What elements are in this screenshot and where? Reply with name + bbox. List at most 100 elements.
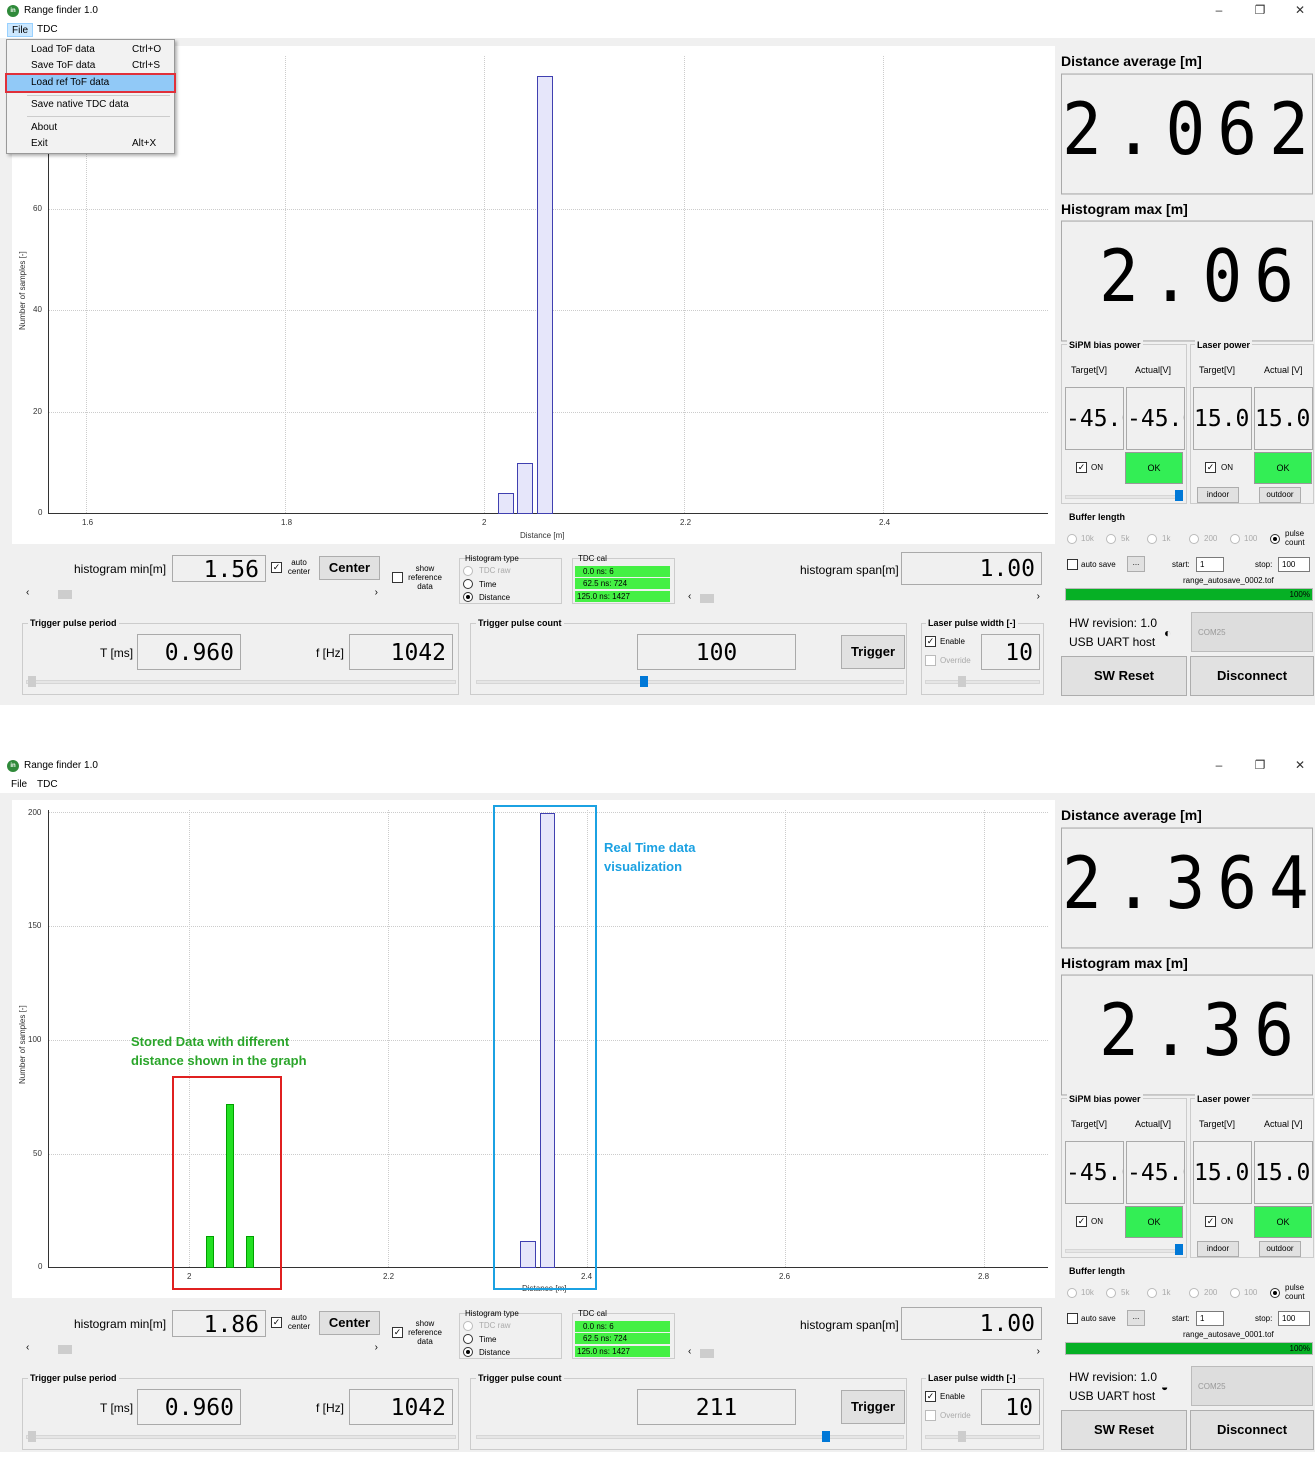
buffer-100-radio[interactable] [1230, 1288, 1240, 1298]
hist-min-display[interactable]: 1.56 [172, 555, 266, 582]
trigger-button[interactable]: Trigger [841, 1390, 905, 1424]
buffer-5k-radio[interactable] [1106, 534, 1116, 544]
buffer-200-radio[interactable] [1189, 534, 1199, 544]
hist-span-display[interactable]: 1.00 [901, 552, 1042, 585]
auto-center-checkbox[interactable]: ✓ [271, 1317, 282, 1328]
distance-radio[interactable] [463, 1347, 473, 1357]
tdc-raw-radio[interactable] [463, 566, 473, 576]
buffer-pulse-count-radio[interactable] [1270, 534, 1280, 544]
laser-width-slider[interactable] [925, 680, 1040, 684]
time-radio[interactable] [463, 579, 473, 589]
override-checkbox[interactable] [925, 655, 936, 666]
enable-checkbox[interactable]: ✓ [925, 1391, 936, 1402]
buffer-1k-radio[interactable] [1147, 1288, 1157, 1298]
hist-min-scrollbar[interactable]: ‹ › [26, 587, 378, 599]
browse-button[interactable]: ... [1127, 1310, 1145, 1326]
indoor-button[interactable]: indoor [1197, 1241, 1239, 1257]
outdoor-button[interactable]: outdoor [1259, 487, 1301, 503]
sipm-slider-thumb[interactable] [1175, 490, 1183, 501]
trigger-button[interactable]: Trigger [841, 635, 905, 669]
buffer-pulse-count-radio[interactable] [1270, 1288, 1280, 1298]
restore-icon[interactable]: ❐ [1254, 758, 1266, 772]
period-slider[interactable] [26, 680, 456, 684]
period-slider-thumb[interactable] [28, 1431, 36, 1442]
buffer-1k-radio[interactable] [1147, 534, 1157, 544]
laser-on-checkbox[interactable]: ✓ [1205, 462, 1216, 473]
menu-tdc[interactable]: TDC [37, 24, 58, 35]
sipm-slider[interactable] [1065, 1249, 1183, 1253]
show-reference-checkbox[interactable] [392, 572, 403, 583]
browse-button[interactable]: ... [1127, 556, 1145, 572]
period-t-display[interactable]: 0.960 [137, 1389, 241, 1425]
stop-spinbox[interactable]: 100 [1278, 557, 1310, 572]
auto-save-checkbox[interactable] [1067, 1313, 1078, 1324]
com-port-select[interactable]: COM25 [1191, 1366, 1313, 1406]
menu-tdc[interactable]: TDC [37, 779, 58, 790]
laser-width-display[interactable]: 10 [981, 634, 1040, 670]
buffer-5k-radio[interactable] [1106, 1288, 1116, 1298]
count-slider-thumb[interactable] [640, 676, 648, 687]
enable-checkbox[interactable]: ✓ [925, 636, 936, 647]
freq-display[interactable]: 1042 [349, 1389, 453, 1425]
tdc-raw-radio[interactable] [463, 1321, 473, 1331]
trigger-count-display[interactable]: 211 [637, 1389, 796, 1425]
indoor-button[interactable]: indoor [1197, 487, 1239, 503]
hist-span-scrollbar[interactable]: ‹ › [688, 1346, 1040, 1358]
buffer-200-radio[interactable] [1189, 1288, 1199, 1298]
buffer-10k-radio[interactable] [1067, 534, 1077, 544]
menu-item-about[interactable]: About [31, 122, 58, 133]
menu-item-load-tof[interactable]: Load ToF data Ctrl+O [31, 44, 162, 55]
close-icon[interactable]: ✕ [1294, 758, 1306, 772]
sw-reset-button[interactable]: SW Reset [1061, 656, 1187, 696]
sipm-on-checkbox[interactable]: ✓ [1076, 1216, 1087, 1227]
buffer-100-radio[interactable] [1230, 534, 1240, 544]
count-slider-thumb[interactable] [822, 1431, 830, 1442]
freq-display[interactable]: 1042 [349, 634, 453, 670]
sw-reset-button[interactable]: SW Reset [1061, 1410, 1187, 1450]
period-slider[interactable] [26, 1435, 456, 1439]
sipm-slider-thumb[interactable] [1175, 1244, 1183, 1255]
histogram-plot[interactable]: 1.6 1.8 2 2.2 2.4 0 20 40 60 Distance [m… [12, 46, 1055, 544]
stop-spinbox[interactable]: 100 [1278, 1311, 1310, 1326]
auto-save-checkbox[interactable] [1067, 559, 1078, 570]
hist-min-display[interactable]: 1.86 [172, 1310, 266, 1337]
start-spinbox[interactable]: 1 [1196, 1311, 1224, 1326]
laser-width-slider[interactable] [925, 1435, 1040, 1439]
laser-width-slider-thumb[interactable] [958, 676, 966, 687]
outdoor-button[interactable]: outdoor [1259, 1241, 1301, 1257]
period-slider-thumb[interactable] [28, 676, 36, 687]
menu-item-load-ref-tof[interactable]: Load ref ToF data [5, 73, 176, 93]
minimize-icon[interactable]: – [1215, 758, 1223, 772]
laser-on-checkbox[interactable]: ✓ [1205, 1216, 1216, 1227]
auto-center-checkbox[interactable]: ✓ [271, 562, 282, 573]
close-icon[interactable]: ✕ [1294, 3, 1306, 17]
disconnect-button[interactable]: Disconnect [1190, 1410, 1314, 1450]
menu-item-save-native-tdc[interactable]: Save native TDC data [31, 99, 129, 110]
menu-file[interactable]: File [11, 779, 28, 790]
time-radio[interactable] [463, 1334, 473, 1344]
menu-file[interactable]: File [7, 23, 34, 37]
show-reference-checkbox[interactable]: ✓ [392, 1327, 403, 1338]
disconnect-button[interactable]: Disconnect [1190, 656, 1314, 696]
hist-span-scrollbar[interactable]: ‹ › [688, 591, 1040, 603]
hist-min-scrollbar[interactable]: ‹ › [26, 1342, 378, 1354]
start-spinbox[interactable]: 1 [1196, 557, 1224, 572]
count-slider[interactable] [476, 680, 904, 684]
override-checkbox[interactable] [925, 1410, 936, 1421]
menu-item-save-tof[interactable]: Save ToF data Ctrl+S [31, 60, 161, 71]
buffer-10k-radio[interactable] [1067, 1288, 1077, 1298]
period-t-display[interactable]: 0.960 [137, 634, 241, 670]
sipm-slider[interactable] [1065, 495, 1183, 499]
distance-radio[interactable] [463, 592, 473, 602]
com-port-select[interactable]: COM25 [1191, 612, 1313, 652]
minimize-icon[interactable]: – [1215, 3, 1223, 17]
trigger-count-display[interactable]: 100 [637, 634, 796, 670]
restore-icon[interactable]: ❐ [1254, 3, 1266, 17]
histogram-plot[interactable]: 2 2.2 2.4 2.6 2.8 0 50 100 150 200 Dista… [12, 800, 1055, 1298]
center-button[interactable]: Center [319, 1311, 380, 1335]
sipm-on-checkbox[interactable]: ✓ [1076, 462, 1087, 473]
count-slider[interactable] [476, 1435, 904, 1439]
laser-width-slider-thumb[interactable] [958, 1431, 966, 1442]
hist-span-display[interactable]: 1.00 [901, 1307, 1042, 1340]
center-button[interactable]: Center [319, 556, 380, 580]
